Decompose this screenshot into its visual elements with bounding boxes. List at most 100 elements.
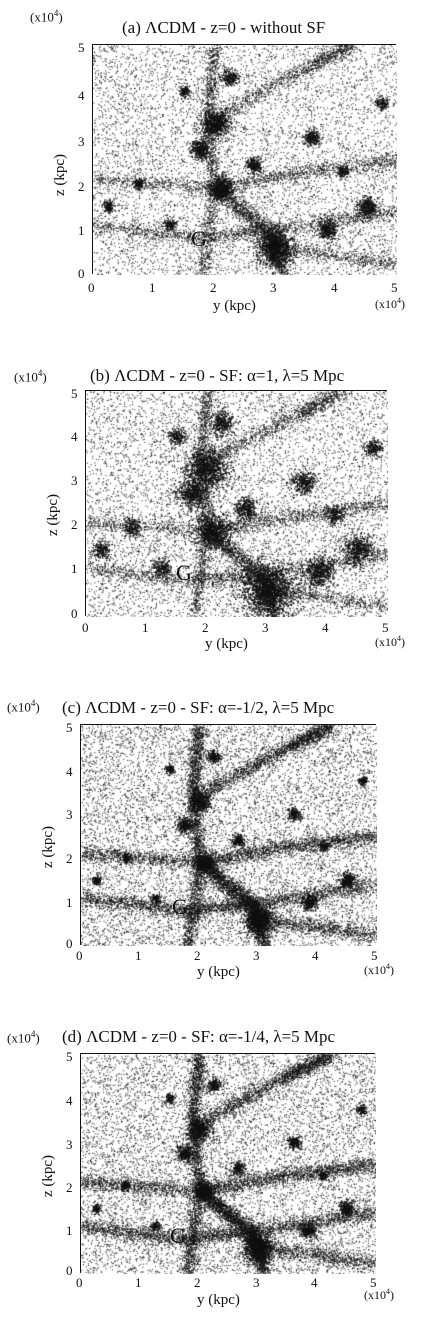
y-multiplier-base: (x10 <box>14 369 38 385</box>
y-tick: 1 <box>66 1223 73 1238</box>
y-multiplier-base: (x10 <box>30 9 54 25</box>
x-tick: 1 <box>149 280 156 295</box>
panel-title: (c) ΛCDM - z=0 - SF: α=-1/2, λ=5 Mpc <box>62 698 335 717</box>
y-multiplier-base: (x10 <box>7 699 31 715</box>
x-tick: 1 <box>142 620 149 635</box>
y-multiplier: (x104) <box>7 698 40 715</box>
x-multiplier: (x104) <box>375 634 405 650</box>
x-tick: 0 <box>88 280 95 295</box>
y-tick: 5 <box>78 40 85 55</box>
y-tick: 4 <box>71 429 78 444</box>
y-tick: 3 <box>66 1137 73 1152</box>
x-tick: 2 <box>210 280 217 295</box>
x-axis-label: y (kpc) <box>197 964 240 980</box>
y-multiplier-close: ) <box>42 369 47 385</box>
y-multiplier-exp: 4 <box>53 8 59 18</box>
x-tick: 3 <box>253 948 260 963</box>
panel-title: (a) ΛCDM - z=0 - without SF <box>122 18 326 37</box>
x-multiplier-base: (x10 <box>375 635 397 649</box>
y-axis-label: z (kpc) <box>45 493 61 536</box>
x-tick: 5 <box>382 620 389 635</box>
particle-field <box>81 725 377 946</box>
x-tick: 3 <box>262 620 269 635</box>
y-tick: 0 <box>66 936 73 951</box>
galaxy-label: G <box>170 1223 186 1248</box>
y-multiplier: (x104) <box>7 1029 40 1046</box>
panel-a: (x104) (a) ΛCDM - z=0 - without SF G 5 4… <box>0 0 445 330</box>
x-multiplier-close: ) <box>401 297 405 311</box>
x-tick: 2 <box>202 620 209 635</box>
x-tick: 3 <box>253 1275 260 1290</box>
x-tick: 3 <box>270 280 277 295</box>
y-tick: 2 <box>66 851 73 866</box>
x-multiplier-exp: 4 <box>386 962 390 971</box>
y-multiplier-base: (x10 <box>7 1030 31 1046</box>
x-multiplier-exp: 4 <box>386 1287 390 1296</box>
particle-field <box>86 391 388 617</box>
y-multiplier-close: ) <box>35 699 40 715</box>
x-multiplier-close: ) <box>401 635 405 649</box>
x-tick: 5 <box>391 280 398 295</box>
y-tick: 4 <box>66 764 73 779</box>
x-tick: 2 <box>194 948 201 963</box>
panel-d: (x104) (d) ΛCDM - z=0 - SF: α=-1/4, λ=5 … <box>0 995 445 1325</box>
x-tick: 1 <box>135 948 142 963</box>
panel-c: (x104) (c) ΛCDM - z=0 - SF: α=-1/2, λ=5 … <box>0 668 445 998</box>
x-tick: 4 <box>312 948 319 963</box>
y-multiplier: (x104) <box>30 8 63 25</box>
y-tick: 2 <box>78 179 85 194</box>
x-tick: 1 <box>135 1275 142 1290</box>
y-tick: 4 <box>78 88 85 103</box>
y-tick: 5 <box>66 1049 73 1064</box>
x-tick: 0 <box>82 620 89 635</box>
y-tick: 0 <box>78 266 85 281</box>
x-tick: 0 <box>76 948 83 963</box>
x-tick: 4 <box>311 1275 318 1290</box>
x-multiplier-base: (x10 <box>364 1288 386 1302</box>
y-tick: 1 <box>78 223 85 238</box>
x-axis-label: y (kpc) <box>213 298 256 314</box>
y-multiplier: (x104) <box>14 368 47 385</box>
y-tick: 3 <box>71 473 78 488</box>
galaxy-label: G <box>176 560 192 585</box>
x-axis-label: y (kpc) <box>197 1292 240 1308</box>
y-tick: 0 <box>66 1263 73 1278</box>
x-multiplier-base: (x10 <box>375 297 397 311</box>
plot-frame <box>80 1053 376 1274</box>
x-multiplier: (x104) <box>364 1287 394 1303</box>
x-multiplier-close: ) <box>390 1288 394 1302</box>
plot-frame <box>80 724 377 946</box>
y-multiplier-exp: 4 <box>37 368 43 378</box>
x-tick: 5 <box>371 948 378 963</box>
galaxy-label: G <box>172 894 188 919</box>
x-tick: 2 <box>194 1275 201 1290</box>
x-multiplier: (x104) <box>375 296 405 312</box>
x-tick: 0 <box>76 1275 83 1290</box>
y-tick: 2 <box>71 517 78 532</box>
x-tick: 5 <box>370 1275 377 1290</box>
y-tick: 3 <box>78 134 85 149</box>
y-axis-label: z (kpc) <box>52 153 68 196</box>
y-tick: 0 <box>71 606 78 621</box>
x-multiplier: (x104) <box>364 962 394 978</box>
y-multiplier-close: ) <box>58 9 63 25</box>
x-multiplier-exp: 4 <box>397 634 401 643</box>
x-tick: 4 <box>331 280 338 295</box>
y-axis-label: z (kpc) <box>40 1154 56 1197</box>
plot-frame <box>85 390 388 617</box>
y-tick: 5 <box>71 386 78 401</box>
panel-title: (d) ΛCDM - z=0 - SF: α=-1/4, λ=5 Mpc <box>62 1027 336 1046</box>
x-multiplier-base: (x10 <box>364 963 386 977</box>
panel-title: (b) ΛCDM - z=0 - SF: α=1, λ=5 Mpc <box>90 366 345 385</box>
y-multiplier-close: ) <box>35 1030 40 1046</box>
y-tick: 4 <box>66 1093 73 1108</box>
x-multiplier-exp: 4 <box>397 296 401 305</box>
y-tick: 1 <box>71 561 78 576</box>
y-multiplier-exp: 4 <box>30 698 36 708</box>
y-tick: 2 <box>66 1180 73 1195</box>
y-tick: 3 <box>66 807 73 822</box>
y-tick: 5 <box>66 720 73 735</box>
y-tick: 1 <box>66 895 73 910</box>
x-tick: 4 <box>322 620 329 635</box>
galaxy-label: G <box>191 226 207 251</box>
